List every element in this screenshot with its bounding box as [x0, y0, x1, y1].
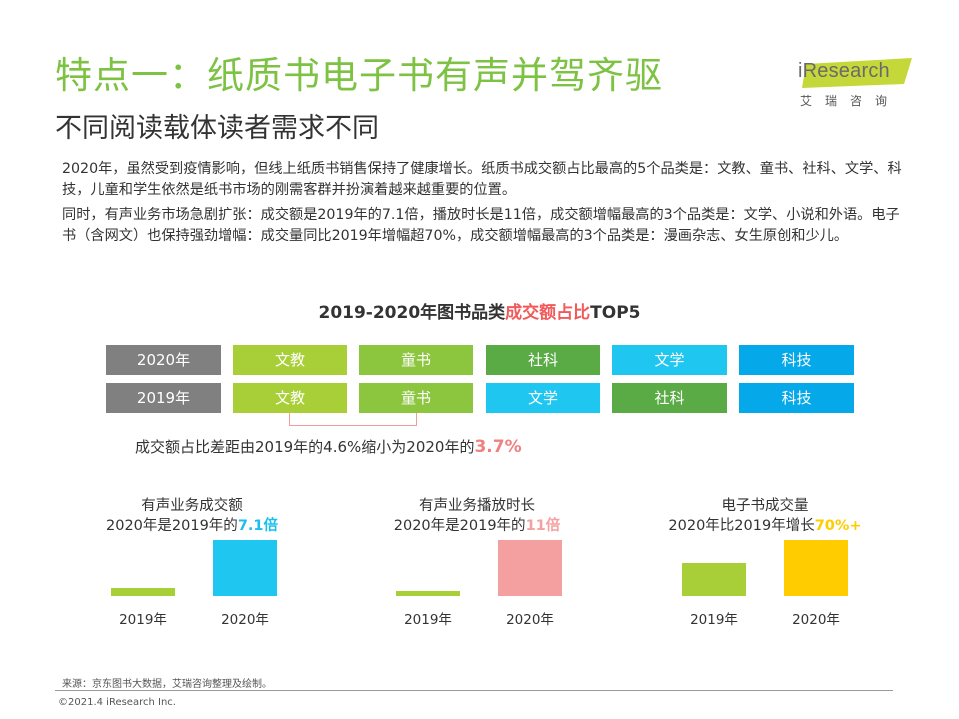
bar-chart-2-title: 有声业务播放时长 2020年是2019年的11倍	[365, 496, 589, 536]
bar-2-1	[396, 591, 460, 596]
bar-chart-3-title-highlight: 70%+	[814, 518, 862, 534]
bar-1-label-2: 2020年	[221, 612, 269, 628]
ranking-cell-2020-2: 童书	[359, 345, 473, 375]
ranking-cell-2019-1: 文教	[233, 383, 347, 413]
ranking-cell-2020-3: 社科	[486, 345, 600, 375]
ranking-cell-2019-4: 社科	[612, 383, 727, 413]
bar-chart-3-title-prefix: 2020年比2019年增长	[668, 518, 815, 534]
bar-chart-1-title-line1: 有声业务成交额	[141, 498, 243, 514]
ranking-cell-2020-4: 文学	[612, 345, 727, 375]
logo-brand-text: iResearch	[798, 60, 890, 82]
iresearch-logo-icon	[802, 58, 912, 88]
source-note: 来源：京东图书大数据，艾瑞咨询整理及绘制。	[62, 679, 272, 690]
gap-note-value: 3.7%	[474, 437, 522, 457]
bar-chart-2-title-prefix: 2020年是2019年的	[393, 518, 526, 534]
ranking-cell-2019-2: 童书	[359, 383, 473, 413]
bar-chart-3-title-line2: 2020年比2019年增长70%+	[640, 516, 890, 536]
bar-chart-2-title-line2: 2020年是2019年的11倍	[365, 516, 589, 536]
logo-cn-text: 艾瑞咨询	[800, 94, 901, 108]
bar-chart-1-title-prefix: 2020年是2019年的	[106, 518, 238, 534]
ranking-cell-2019-5: 科技	[739, 383, 854, 413]
ranking-title-prefix: 2019-2020年图书品类	[318, 303, 506, 323]
page-title: 特点一：纸质书电子书有声并驾齐驱	[55, 54, 663, 97]
gap-bracket	[289, 413, 417, 426]
ranking-year-2020: 2020年	[106, 345, 221, 375]
iresearch-logo: iResearch 艾瑞咨询	[792, 50, 917, 110]
intro-paragraph-1: 2020年，虽然受到疫情影响，但线上纸质书销售保持了健康增长。纸质书成交额占比最…	[62, 161, 902, 198]
bar-2-label-2: 2020年	[506, 612, 554, 628]
bar-chart-1-title-highlight: 7.1倍	[237, 518, 278, 534]
bar-3-2	[784, 540, 848, 596]
page-subtitle: 不同阅读载体读者需求不同	[55, 113, 379, 144]
gap-note: 成交额占比差距由2019年的4.6%缩小为2020年的3.7%	[135, 436, 522, 457]
ranking-cell-2020-1: 文教	[233, 345, 347, 375]
ranking-cell-2019-3: 文学	[486, 383, 600, 413]
ranking-title-suffix: TOP5	[590, 303, 641, 323]
footer-divider	[55, 690, 893, 691]
bar-chart-1-title: 有声业务成交额 2020年是2019年的7.1倍	[80, 496, 304, 536]
bar-chart-2-title-line1: 有声业务播放时长	[419, 498, 535, 514]
bar-2-label-1: 2019年	[404, 612, 452, 628]
intro-paragraph-2: 同时，有声业务市场急剧扩张：成交额是2019年的7.1倍，播放时长是11倍，成交…	[62, 207, 900, 244]
bar-chart-3-title-line1: 电子书成交量	[721, 498, 809, 514]
bar-3-label-2: 2020年	[792, 612, 840, 628]
bar-2-2	[498, 540, 562, 596]
bar-3-label-1: 2019年	[690, 612, 738, 628]
bar-3-1	[682, 563, 746, 596]
ranking-year-2019: 2019年	[106, 383, 221, 413]
gap-note-text: 成交额占比差距由2019年的4.6%缩小为2020年的	[135, 438, 475, 456]
bar-chart-3-title: 电子书成交量 2020年比2019年增长70%+	[640, 496, 890, 536]
ranking-cell-2020-5: 科技	[739, 345, 854, 375]
bar-1-1	[111, 588, 175, 596]
bar-1-2	[213, 540, 277, 596]
copyright: ©2021.4 iResearch Inc.	[58, 697, 176, 708]
bar-chart-2-title-highlight: 11倍	[525, 518, 561, 534]
bar-chart-1-title-line2: 2020年是2019年的7.1倍	[80, 516, 304, 536]
bar-1-label-1: 2019年	[119, 612, 167, 628]
ranking-title-highlight: 成交额占比	[505, 303, 591, 323]
ranking-title: 2019-2020年图书品类成交额占比TOP5	[0, 298, 959, 323]
